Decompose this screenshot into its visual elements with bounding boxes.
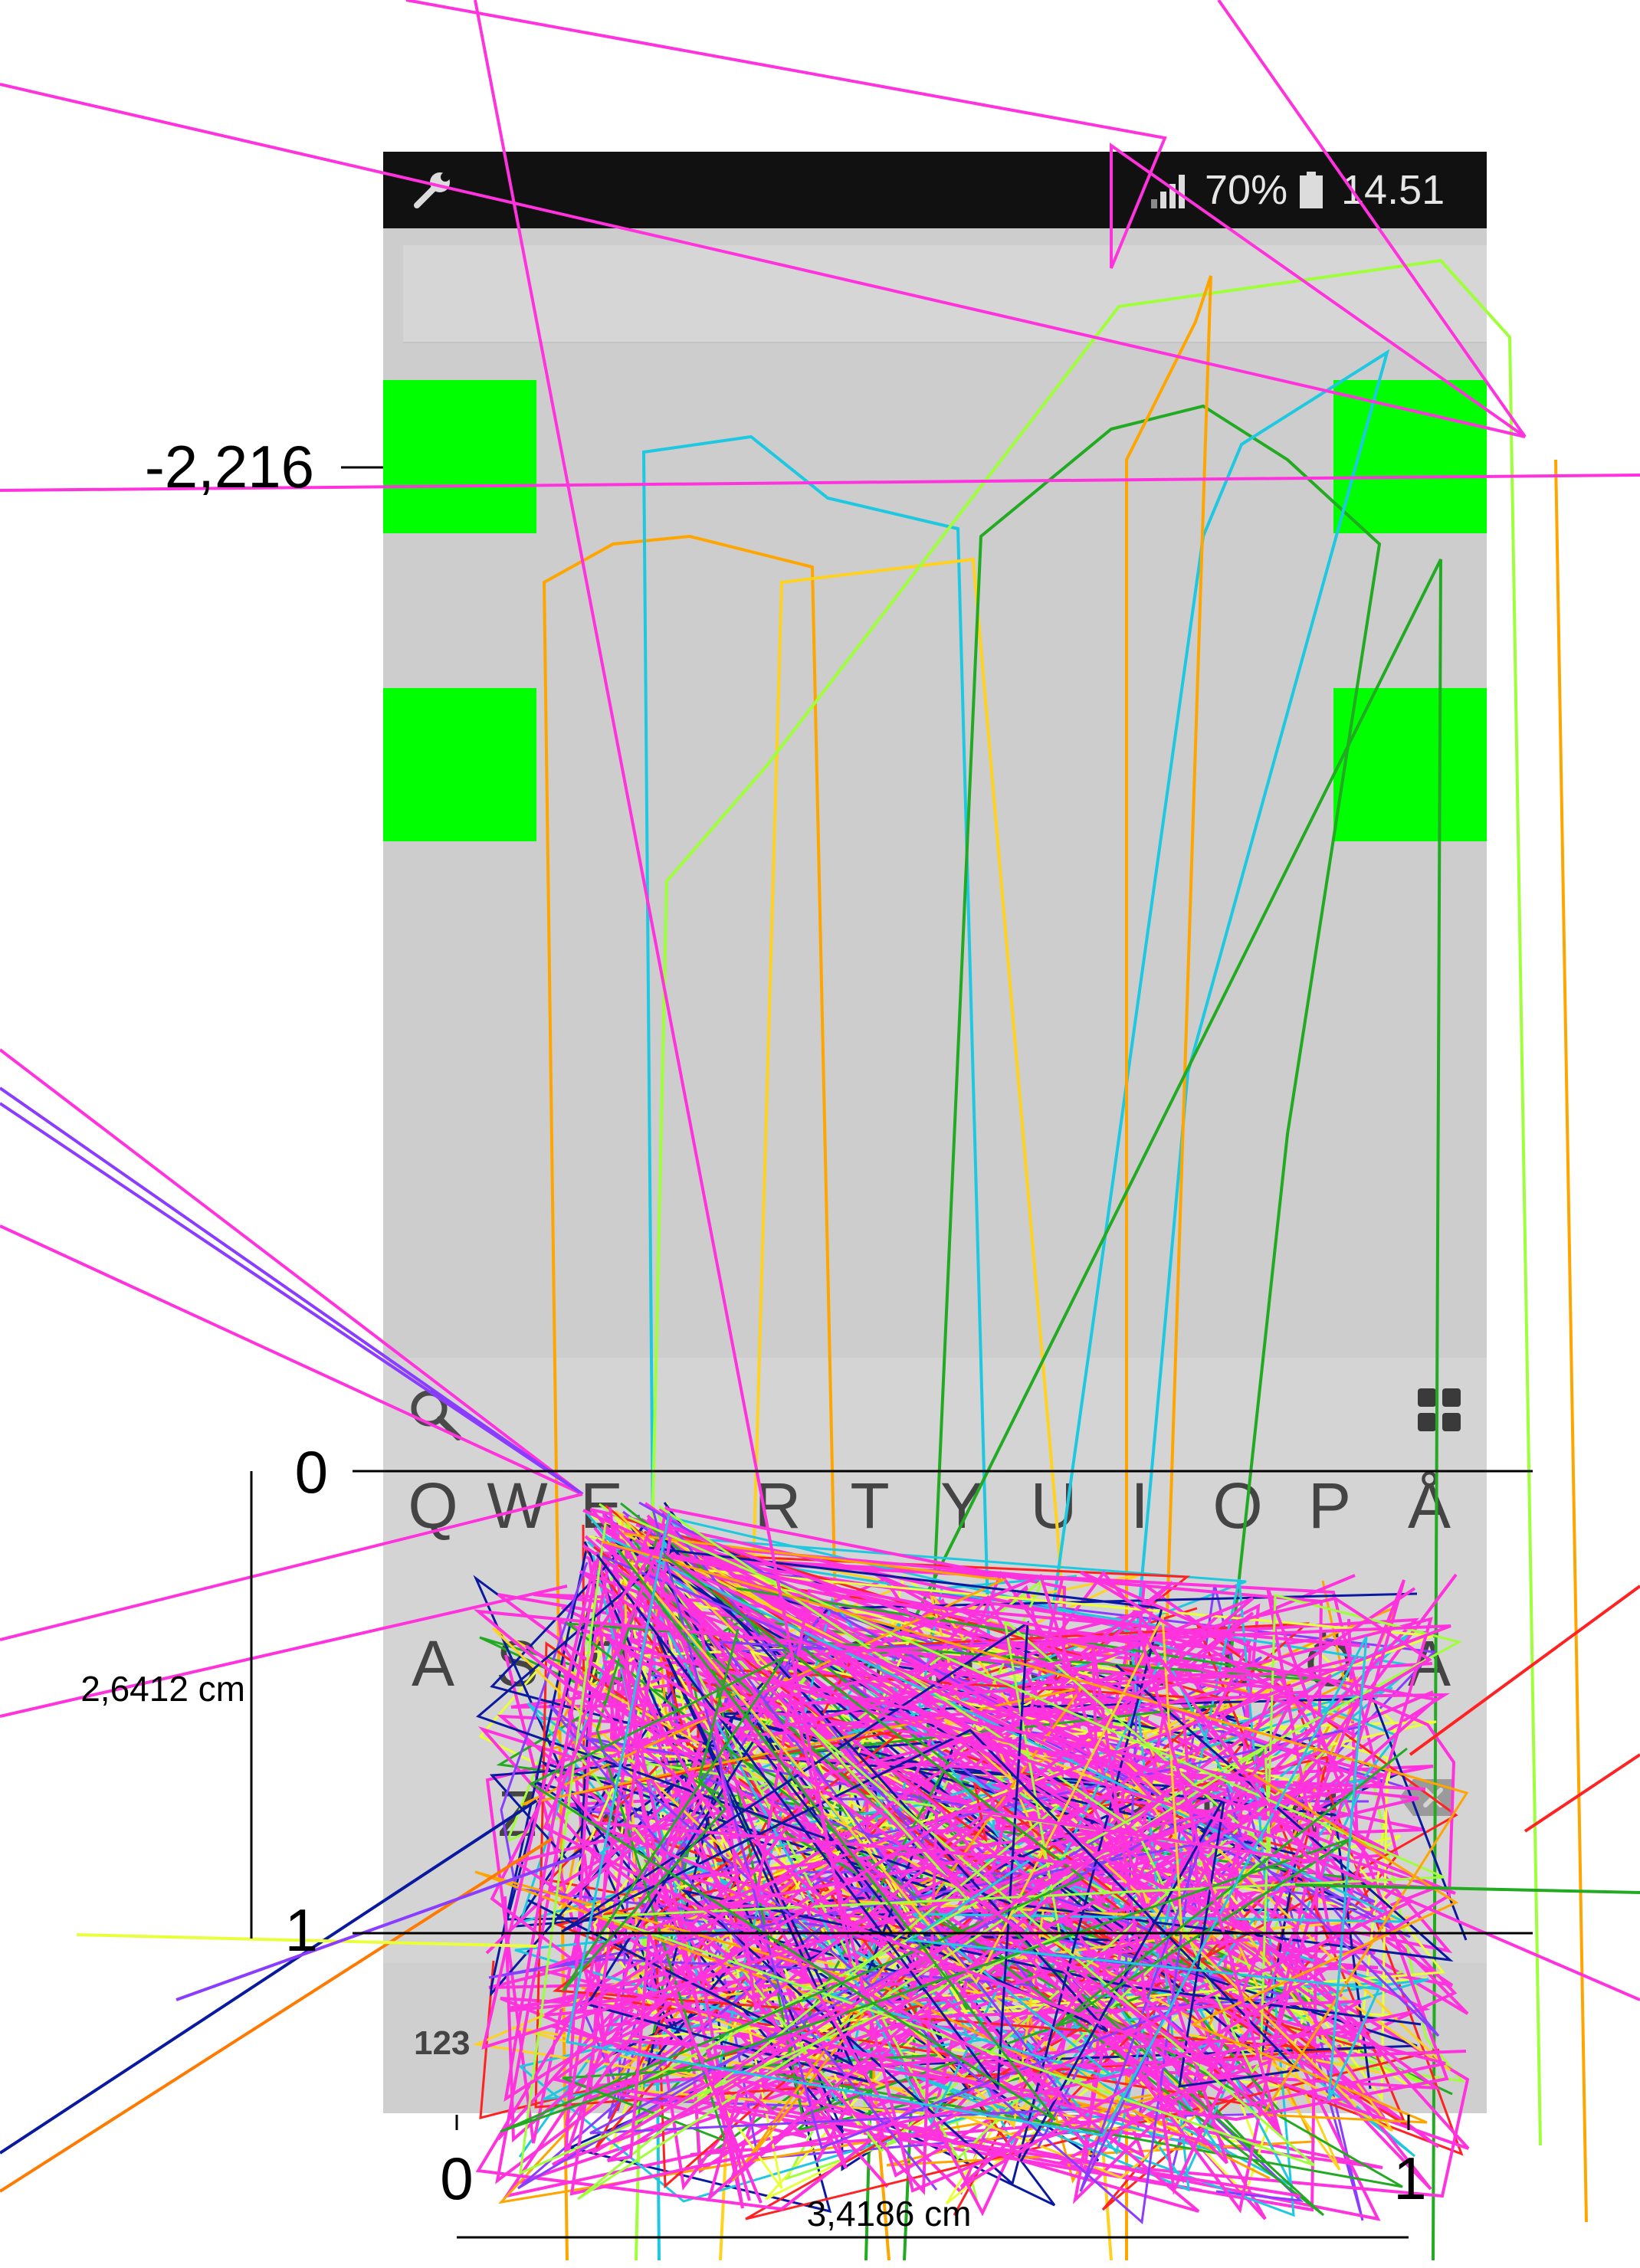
key-x[interactable]: X [587,1778,631,1850]
key-b[interactable]: B [1108,1778,1153,1850]
key-s[interactable]: S [495,1627,540,1699]
target-middle-left[interactable] [383,688,536,841]
on-screen-keyboard: Q W E R T Y U I O P Å A S D F G H J K L … [383,1358,1487,2113]
left-tick-label: -2,216 [145,433,314,500]
key-e[interactable]: E [579,1470,624,1542]
y-axis-label: 2,6412 cm [80,1669,245,1709]
grid-icon[interactable] [1416,1387,1462,1433]
key-u[interactable]: U [1030,1470,1077,1542]
key-t[interactable]: T [850,1470,890,1542]
keyboard-bottom-row: 123 [383,1963,1487,2113]
key-a-ring[interactable]: Å [1407,1470,1451,1542]
key-n[interactable]: N [1199,1778,1246,1850]
target-top-right[interactable] [1333,380,1487,533]
status-clock: 14.51 [1341,167,1445,213]
y-tick-1: 1 [285,1896,318,1964]
key-l[interactable]: L [1219,1627,1256,1699]
key-o-umlaut[interactable]: Ö [1304,1627,1355,1699]
keyboard-row-1: Q W E R T Y U I O P Å [383,1440,1487,1571]
search-icon[interactable] [406,1385,464,1444]
keyboard-row-2: A S D F G H J K L Ö Ä [383,1598,1487,1729]
signal-icon [1151,175,1185,208]
key-f[interactable]: F [681,1627,721,1699]
battery-icon [1300,172,1323,208]
trace-line [1554,459,1588,2223]
keyboard-row-3: Z X C V B N M [383,1749,1487,1879]
target-middle-right[interactable] [1333,688,1487,841]
status-bar: 70% 14.51 [383,152,1487,228]
key-z[interactable]: Z [497,1778,537,1850]
key-a[interactable]: A [411,1627,455,1699]
key-m[interactable]: M [1287,1778,1341,1850]
search-input[interactable] [403,245,1487,343]
trace-line [1524,1753,1640,1833]
key-o[interactable]: O [1212,1470,1263,1542]
key-c[interactable]: C [677,1778,725,1850]
key-p[interactable]: P [1307,1470,1352,1542]
key-v[interactable]: V [1016,1778,1061,1850]
battery-percentage: 70% [1205,167,1288,213]
wrench-icon [414,172,450,208]
key-j[interactable]: J [1030,1627,1062,1699]
key-i[interactable]: I [1130,1470,1149,1542]
key-g[interactable]: G [837,1627,887,1699]
backspace-icon[interactable] [1396,1775,1458,1821]
key-y[interactable]: Y [940,1470,984,1542]
key-q[interactable]: Q [408,1470,458,1542]
key-w[interactable]: W [487,1470,548,1542]
key-h[interactable]: H [930,1627,978,1699]
phone-screen: 70% 14.51 Q W E R T Y U I [383,152,1487,2113]
key-d[interactable]: D [585,1627,633,1699]
key-123[interactable]: 123 [414,2024,471,2062]
key-a-umlaut[interactable]: Ä [1407,1627,1451,1699]
target-top-left[interactable] [383,380,536,533]
key-r[interactable]: R [754,1470,802,1542]
x-tick-1: 1 [1393,2145,1426,2212]
x-tick-0: 0 [440,2145,473,2212]
x-axis-label: 3,4186 cm [807,2194,972,2234]
y-tick-0: 0 [295,1438,328,1506]
key-k[interactable]: K [1123,1627,1168,1699]
